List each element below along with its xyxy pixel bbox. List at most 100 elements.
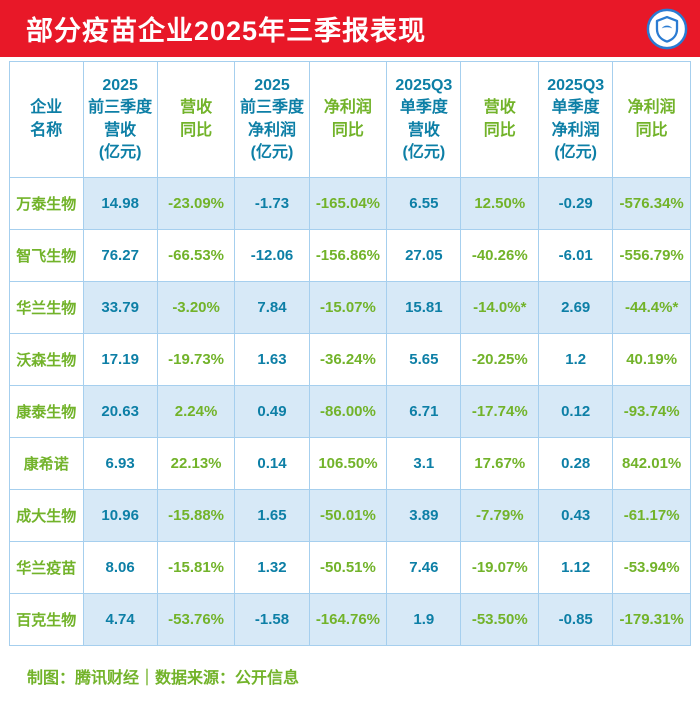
column-header-q3-net-profit: 2025Q3 单季度 净利润 (亿元) bbox=[538, 61, 614, 178]
table-row-华兰生物: 华兰生物 33.79 -3.20% 7.84 -15.07% 15.81 -14.0%* 2.… bbox=[9, 281, 691, 334]
metric-value: 3.1 bbox=[386, 437, 462, 490]
metric-value: 1.65 bbox=[234, 489, 310, 542]
title-banner: 部分疫苗企业2025年三季报表现 bbox=[0, 0, 700, 57]
source-text: 制图：腾讯财经｜数据来源：公开信息 bbox=[27, 670, 300, 687]
metric-value: 0.14 bbox=[234, 437, 310, 490]
company-name: 成大生物 bbox=[9, 489, 84, 542]
metric-value: 27.05 bbox=[386, 229, 462, 282]
metric-value: 0.12 bbox=[538, 385, 614, 438]
yoy-value: -86.00% bbox=[308, 385, 388, 438]
source-footer: 制图：腾讯财经｜数据来源：公开信息 bbox=[0, 646, 700, 688]
metric-value: -12.06 bbox=[234, 229, 310, 282]
yoy-value: 17.67% bbox=[460, 437, 540, 490]
table-row-华兰疫苗: 华兰疫苗 8.06 -15.81% 1.32 -50.51% 7.46 -19.07% 1.1… bbox=[9, 541, 691, 594]
metric-value: 1.32 bbox=[234, 541, 310, 594]
yoy-value: -14.0%* bbox=[460, 281, 540, 334]
yoy-value: -164.76% bbox=[308, 593, 388, 646]
metric-value: -0.29 bbox=[538, 177, 614, 230]
metric-value: 20.63 bbox=[82, 385, 158, 438]
yoy-value: -66.53% bbox=[156, 229, 236, 282]
report-table: 企业 名称 2025 前三季度 营收 (亿元) 营收 同比 2025 前三季度 净利润 (亿元) 净利润… bbox=[9, 61, 691, 646]
table-row-万泰生物: 万泰生物 14.98 -23.09% -1.73 -165.04% 6.55 12.50% -… bbox=[9, 177, 691, 230]
metric-value: 2.69 bbox=[538, 281, 614, 334]
report-table-container: 企业 名称 2025 前三季度 营收 (亿元) 营收 同比 2025 前三季度 净利润 (亿元) 净利润… bbox=[9, 61, 691, 646]
yoy-value: -576.34% bbox=[612, 177, 691, 230]
metric-value: -0.85 bbox=[538, 593, 614, 646]
yoy-value: -15.81% bbox=[156, 541, 236, 594]
company-name: 智飞生物 bbox=[9, 229, 84, 282]
company-name: 万泰生物 bbox=[9, 177, 84, 230]
metric-value: 1.12 bbox=[538, 541, 614, 594]
yoy-value: -17.74% bbox=[460, 385, 540, 438]
page-title: 部分疫苗企业2025年三季报表现 bbox=[26, 16, 427, 46]
yoy-value: -40.26% bbox=[460, 229, 540, 282]
column-header-9m-net-profit: 2025 前三季度 净利润 (亿元) bbox=[234, 61, 310, 178]
yoy-value: 40.19% bbox=[612, 333, 691, 386]
column-header-9m-revenue: 2025 前三季度 营收 (亿元) bbox=[82, 61, 158, 178]
table-row-沃森生物: 沃森生物 17.19 -19.73% 1.63 -36.24% 5.65 -20.25% 1.… bbox=[9, 333, 691, 386]
column-header-9m-revenue-yoy: 营收 同比 bbox=[156, 61, 236, 178]
tencent-finance-logo-icon bbox=[646, 8, 688, 50]
table-header-row: 企业 名称 2025 前三季度 营收 (亿元) 营收 同比 2025 前三季度 净利润 (亿元) 净利润… bbox=[9, 61, 691, 178]
metric-value: 1.9 bbox=[386, 593, 462, 646]
yoy-value: -53.50% bbox=[460, 593, 540, 646]
metric-value: 4.74 bbox=[82, 593, 158, 646]
yoy-value: 2.24% bbox=[156, 385, 236, 438]
metric-value: 5.65 bbox=[386, 333, 462, 386]
company-name: 华兰疫苗 bbox=[9, 541, 84, 594]
yoy-value: 22.13% bbox=[156, 437, 236, 490]
yoy-value: -19.07% bbox=[460, 541, 540, 594]
yoy-value: -19.73% bbox=[156, 333, 236, 386]
metric-value: 7.84 bbox=[234, 281, 310, 334]
metric-value: 6.93 bbox=[82, 437, 158, 490]
company-name: 康泰生物 bbox=[9, 385, 84, 438]
yoy-value: -179.31% bbox=[612, 593, 691, 646]
table-row-成大生物: 成大生物 10.96 -15.88% 1.65 -50.01% 3.89 -7.79% 0.4… bbox=[9, 489, 691, 542]
metric-value: 8.06 bbox=[82, 541, 158, 594]
metric-value: 0.43 bbox=[538, 489, 614, 542]
column-header-q3-net-profit-yoy: 净利润 同比 bbox=[612, 61, 691, 178]
yoy-value: -50.01% bbox=[308, 489, 388, 542]
metric-value: 1.63 bbox=[234, 333, 310, 386]
metric-value: 7.46 bbox=[386, 541, 462, 594]
table-row-康希诺: 康希诺 6.93 22.13% 0.14 106.50% 3.1 17.67% 0.28 842… bbox=[9, 437, 691, 490]
yoy-value: -53.94% bbox=[612, 541, 691, 594]
table-row-智飞生物: 智飞生物 76.27 -66.53% -12.06 -156.86% 27.05 -40.2… bbox=[9, 229, 691, 282]
metric-value: 1.2 bbox=[538, 333, 614, 386]
column-header-q3-revenue-yoy: 营收 同比 bbox=[460, 61, 540, 178]
company-name: 沃森生物 bbox=[9, 333, 84, 386]
column-header-company-name: 企业 名称 bbox=[9, 61, 84, 178]
table-row-康泰生物: 康泰生物 20.63 2.24% 0.49 -86.00% 6.71 -17.74% 0.12… bbox=[9, 385, 691, 438]
infographic-page: 部分疫苗企业2025年三季报表现 企业 名称 2025 前三季度 营收 (亿元) 营收 同比 2… bbox=[0, 0, 700, 688]
yoy-value: -23.09% bbox=[156, 177, 236, 230]
metric-value: 76.27 bbox=[82, 229, 158, 282]
metric-value: 15.81 bbox=[386, 281, 462, 334]
metric-value: -1.73 bbox=[234, 177, 310, 230]
metric-value: 0.49 bbox=[234, 385, 310, 438]
company-name: 康希诺 bbox=[9, 437, 84, 490]
yoy-value: -61.17% bbox=[612, 489, 691, 542]
yoy-value: -36.24% bbox=[308, 333, 388, 386]
yoy-value: -20.25% bbox=[460, 333, 540, 386]
yoy-value: 12.50% bbox=[460, 177, 540, 230]
metric-value: 10.96 bbox=[82, 489, 158, 542]
metric-value: 14.98 bbox=[82, 177, 158, 230]
metric-value: 17.19 bbox=[82, 333, 158, 386]
yoy-value: -3.20% bbox=[156, 281, 236, 334]
yoy-value: -53.76% bbox=[156, 593, 236, 646]
yoy-value: 106.50% bbox=[308, 437, 388, 490]
metric-value: 3.89 bbox=[386, 489, 462, 542]
company-name: 百克生物 bbox=[9, 593, 84, 646]
metric-value: 33.79 bbox=[82, 281, 158, 334]
yoy-value: -165.04% bbox=[308, 177, 388, 230]
table-body: 万泰生物 14.98 -23.09% -1.73 -165.04% 6.55 12.50% -… bbox=[9, 177, 691, 646]
metric-value: -6.01 bbox=[538, 229, 614, 282]
yoy-value: -7.79% bbox=[460, 489, 540, 542]
column-header-9m-net-profit-yoy: 净利润 同比 bbox=[308, 61, 388, 178]
metric-value: -1.58 bbox=[234, 593, 310, 646]
yoy-value: 842.01% bbox=[612, 437, 691, 490]
column-header-q3-revenue: 2025Q3 单季度 营收 (亿元) bbox=[386, 61, 462, 178]
metric-value: 6.71 bbox=[386, 385, 462, 438]
metric-value: 0.28 bbox=[538, 437, 614, 490]
yoy-value: -15.88% bbox=[156, 489, 236, 542]
